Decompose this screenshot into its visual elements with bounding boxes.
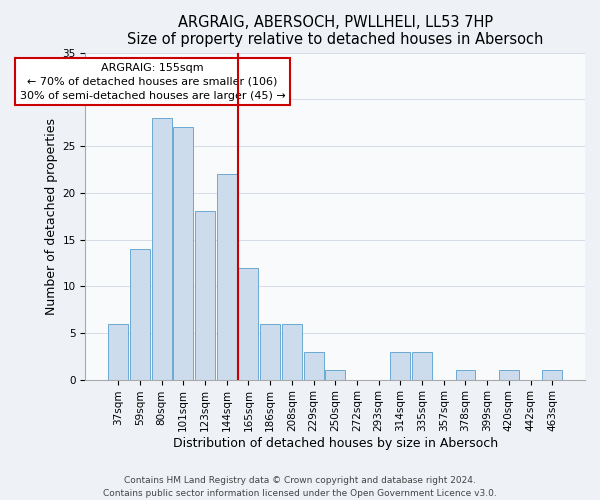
Bar [217,174,237,380]
Bar [238,268,259,380]
Bar [325,370,345,380]
Bar [391,352,410,380]
Text: Contains HM Land Registry data © Crown copyright and database right 2024.
Contai: Contains HM Land Registry data © Crown c… [103,476,497,498]
X-axis label: Distribution of detached houses by size in Abersoch: Distribution of detached houses by size … [173,437,498,450]
Bar [130,249,150,380]
Bar [173,128,193,380]
Text: ARGRAIG: 155sqm
← 70% of detached houses are smaller (106)
30% of semi-detached : ARGRAIG: 155sqm ← 70% of detached houses… [20,62,286,100]
Bar [152,118,172,380]
Bar [412,352,432,380]
Y-axis label: Number of detached properties: Number of detached properties [46,118,58,314]
Bar [260,324,280,380]
Bar [542,370,562,380]
Bar [282,324,302,380]
Bar [108,324,128,380]
Bar [195,212,215,380]
Bar [304,352,323,380]
Bar [499,370,519,380]
Title: ARGRAIG, ABERSOCH, PWLLHELI, LL53 7HP
Size of property relative to detached hous: ARGRAIG, ABERSOCH, PWLLHELI, LL53 7HP Si… [127,15,544,48]
Bar [455,370,475,380]
